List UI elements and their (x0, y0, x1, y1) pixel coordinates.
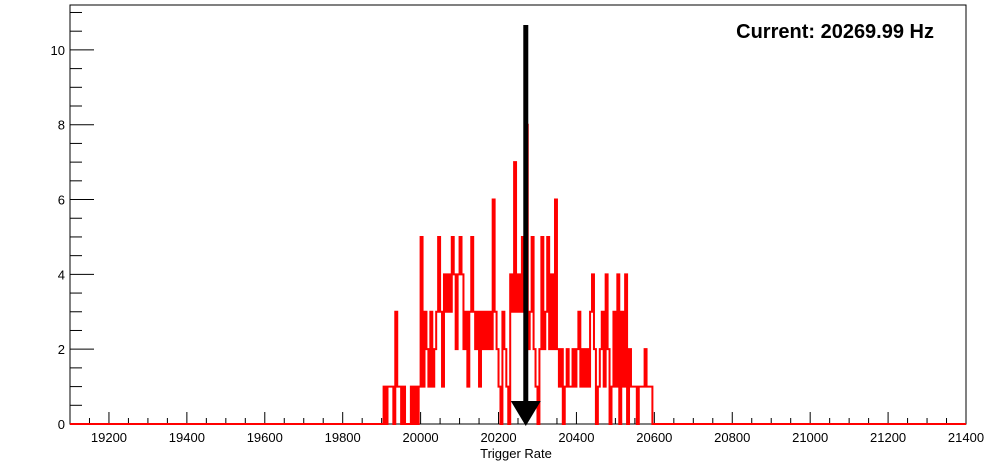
x-tick-label: 21000 (792, 430, 828, 445)
x-tick-label: 19200 (91, 430, 127, 445)
x-tick-label: 19600 (247, 430, 283, 445)
x-tick-label: 20000 (403, 430, 439, 445)
x-tick-label: 19800 (325, 430, 361, 445)
y-tick-label: 0 (58, 417, 65, 432)
current-rate-readout: Current: 20269.99 Hz (736, 21, 934, 43)
plot-frame (69, 4, 967, 425)
histogram-series-line (70, 123, 966, 425)
x-tick-label: 20400 (558, 430, 594, 445)
y-axis: 0 2 4 6 8 10 (51, 11, 94, 432)
x-tick-label: 20600 (636, 430, 672, 445)
x-tick-label: 20200 (480, 430, 516, 445)
y-tick-label: 6 (58, 193, 65, 208)
x-axis-title: Trigger Rate (480, 446, 552, 461)
x-tick-label: 20800 (714, 430, 750, 445)
y-tick-label: 8 (58, 118, 65, 133)
x-tick-label: 19400 (169, 430, 205, 445)
current-value-marker (510, 25, 541, 426)
y-tick-label: 10 (51, 43, 65, 58)
y-tick-label: 2 (58, 342, 65, 357)
x-axis: 19200 19400 19600 19800 20000 20200 20400 20600… (69, 412, 984, 445)
x-tick-label: 21200 (870, 430, 906, 445)
y-tick-label: 4 (58, 267, 65, 282)
current-value-arrow-head-icon (510, 401, 541, 426)
x-tick-label: 21400 (948, 430, 984, 445)
